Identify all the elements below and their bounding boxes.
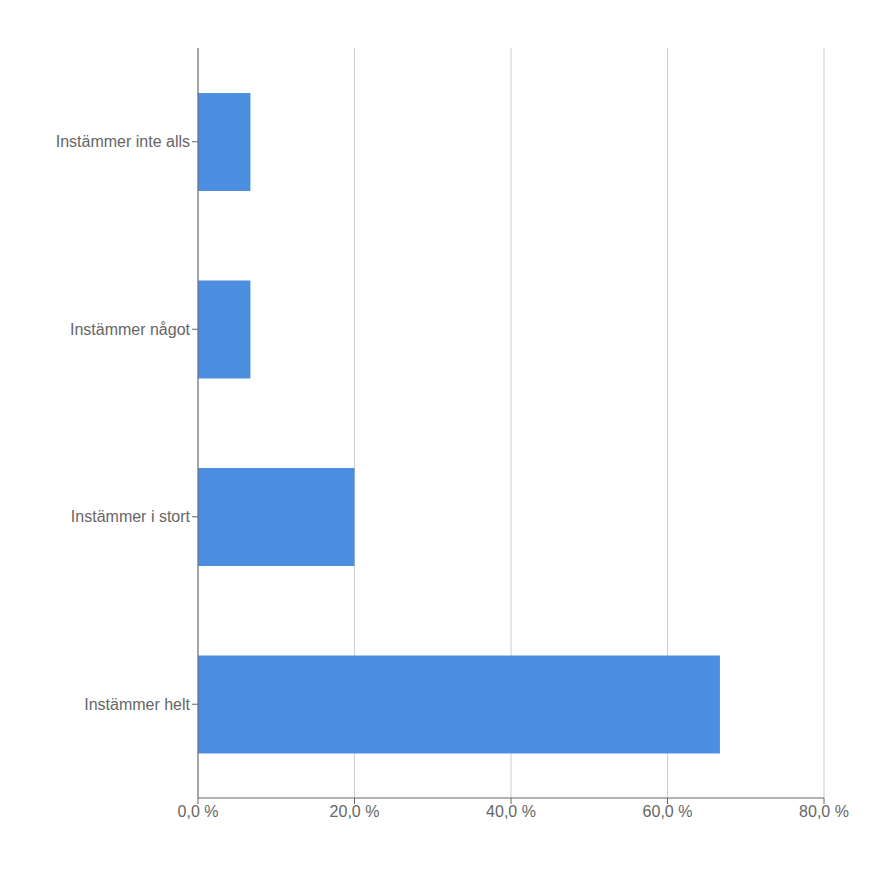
svg-text:80,0 %: 80,0 %: [799, 803, 849, 820]
svg-text:60,0 %: 60,0 %: [643, 803, 693, 820]
svg-text:Instämmer något: Instämmer något: [70, 321, 191, 338]
svg-text:0,0 %: 0,0 %: [178, 803, 219, 820]
svg-text:Instämmer i stort: Instämmer i stort: [71, 508, 191, 525]
svg-text:Instämmer inte alls: Instämmer inte alls: [56, 133, 190, 150]
svg-text:20,0 %: 20,0 %: [330, 803, 380, 820]
svg-text:40,0 %: 40,0 %: [486, 803, 536, 820]
svg-text:Instämmer helt: Instämmer helt: [84, 696, 190, 713]
